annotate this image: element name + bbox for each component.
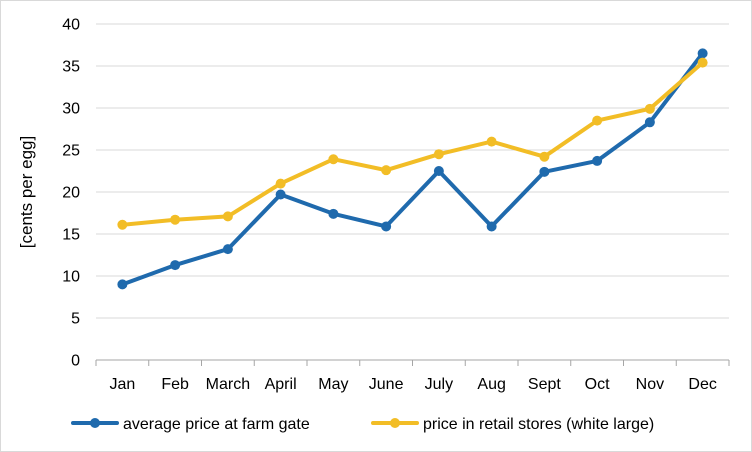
x-tick-label: June <box>369 376 404 393</box>
x-tick-label: May <box>318 376 348 393</box>
data-point <box>328 208 339 219</box>
legend-label-2: price in retail stores (white large) <box>423 416 654 433</box>
x-tick-label: Feb <box>161 376 189 393</box>
data-point <box>539 166 550 177</box>
series-line-1 <box>120 51 705 287</box>
y-tick-label: 25 <box>62 143 80 160</box>
x-tick-label: July <box>425 376 453 393</box>
data-point <box>170 214 181 225</box>
data-point <box>381 165 392 176</box>
y-tick-label: 10 <box>62 269 80 286</box>
data-point <box>433 149 444 160</box>
y-tick-label: 35 <box>62 59 80 76</box>
series-line-2 <box>120 60 705 227</box>
data-point <box>539 151 550 162</box>
x-tick-label: Aug <box>477 376 505 393</box>
data-point <box>697 57 708 68</box>
data-point <box>328 154 339 165</box>
data-point <box>486 136 497 147</box>
y-tick-label: 20 <box>62 185 80 202</box>
x-tick-label: April <box>265 376 297 393</box>
y-tick-label: 15 <box>62 227 80 244</box>
y-axis-title: [cents per egg] <box>17 136 36 248</box>
data-point <box>222 244 233 255</box>
x-tick-label: Oct <box>585 376 610 393</box>
y-tick-label: 30 <box>62 101 80 118</box>
data-point <box>381 221 392 232</box>
x-tick-label: Sept <box>528 376 561 393</box>
y-tick-label: 40 <box>62 17 80 34</box>
x-tick-label: Jan <box>109 376 135 393</box>
data-point <box>275 189 286 200</box>
y-tick-label: 0 <box>71 353 80 370</box>
data-point <box>170 260 181 271</box>
data-point <box>644 117 655 128</box>
data-point <box>275 178 286 189</box>
data-point <box>644 103 655 114</box>
data-point <box>697 48 708 59</box>
legend-label-1: average price at farm gate <box>123 416 310 433</box>
x-tick-label: March <box>206 376 250 393</box>
legend-marker-2 <box>390 418 400 428</box>
y-tick-label: 5 <box>71 311 80 328</box>
data-point <box>592 115 603 126</box>
legend-marker-1 <box>90 418 100 428</box>
data-point <box>222 211 233 222</box>
x-tick-label: Nov <box>636 376 664 393</box>
data-point <box>117 279 128 290</box>
data-point <box>486 221 497 232</box>
x-tick-label: Dec <box>688 376 716 393</box>
data-point <box>592 155 603 166</box>
data-point <box>117 219 128 230</box>
data-point <box>433 166 444 176</box>
